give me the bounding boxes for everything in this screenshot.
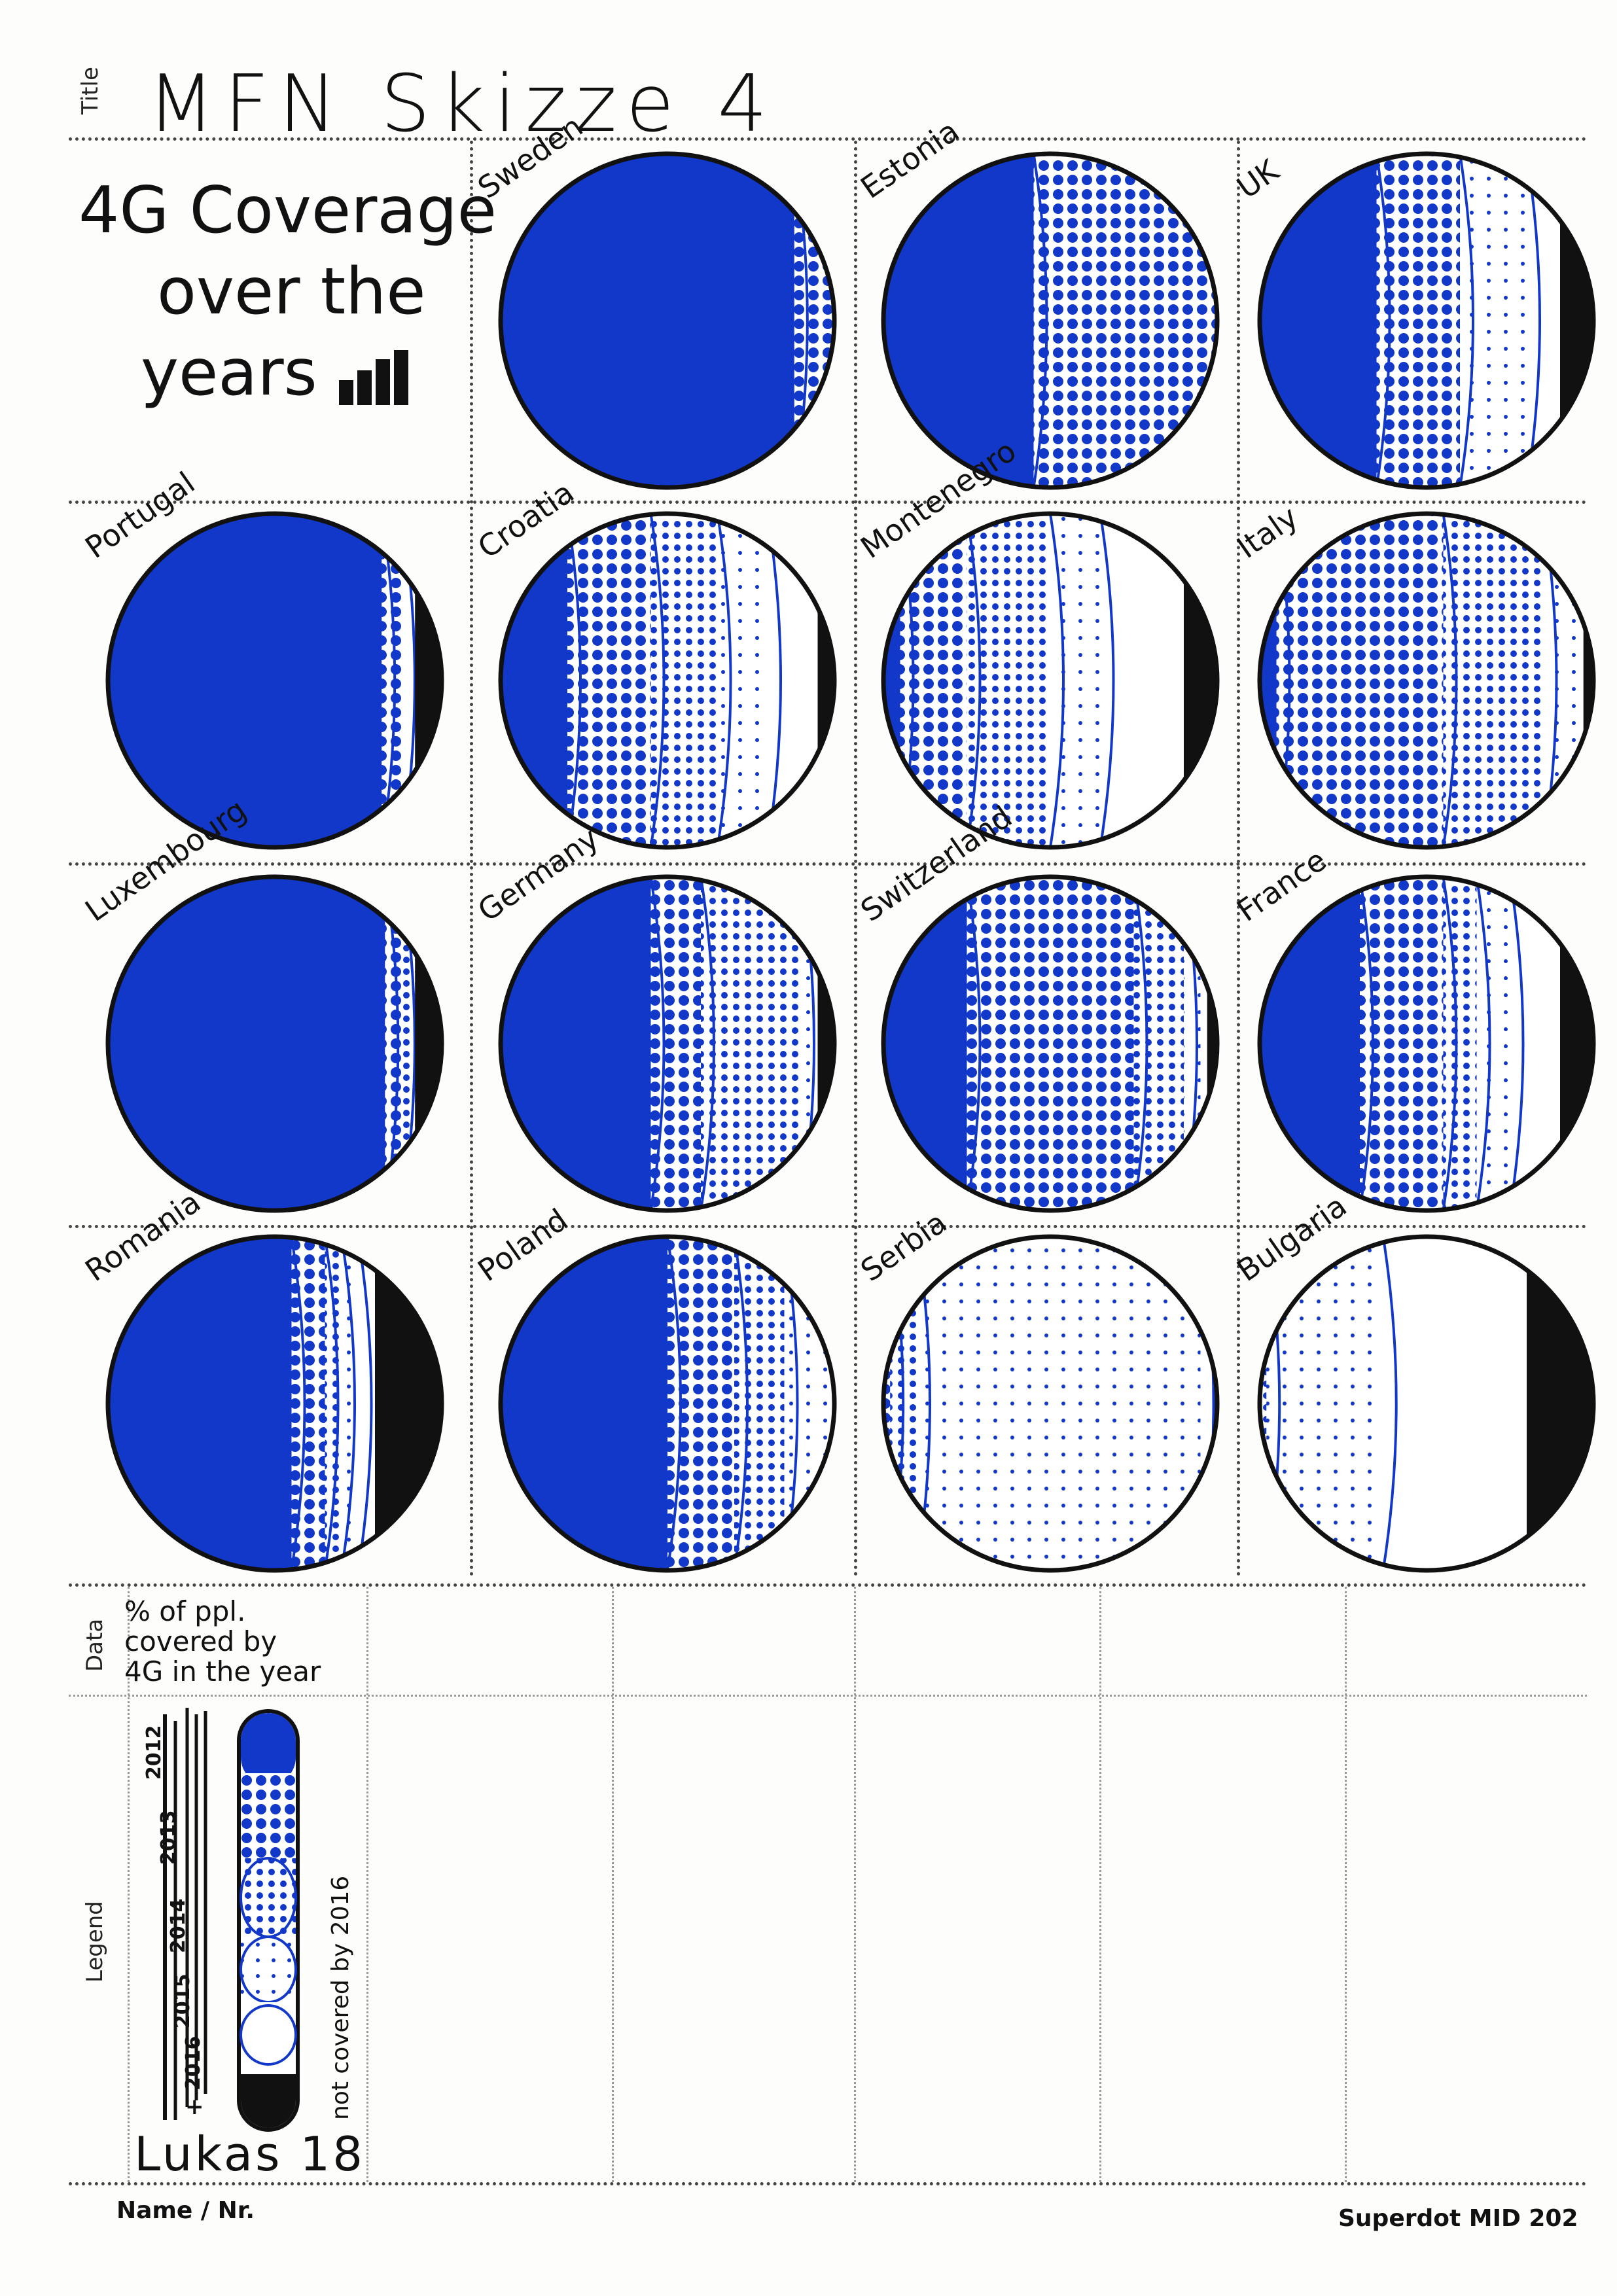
country-globe-luxembourg: Luxembourg [79,792,444,1213]
form-grid-line [366,1587,368,2182]
data-description: % of ppl. covered by 4G in the year [124,1597,321,1687]
country-label: Italy [1230,499,1304,565]
country-globe-bulgaria: Bulgaria [1230,1188,1596,1573]
data-line-2: covered by [124,1625,277,1657]
legend-field-label: Legend [82,1901,108,1983]
sheet-title: MFN Skizze 4 [147,59,777,150]
form-grid-line [612,1587,614,2182]
legend-year-2014: 2014 [167,1898,190,1954]
data-line-3: 4G in the year [124,1655,321,1687]
country-globe-france: France [1230,842,1596,1213]
country-globe-poland: Poland [471,1202,837,1573]
signature: Lukas 18 [134,2127,366,2181]
country-globe-uk: UK [1230,151,1596,490]
legend-year-2012: 2012 [143,1725,166,1780]
form-grid-line [1345,1587,1347,2182]
grid-divider [854,141,857,1577]
grid-divider [69,1583,1587,1587]
country-globe-montenegro: Montenegro [854,433,1220,850]
legend-year-2016: 2016 [182,2036,205,2091]
form-grid-line [1099,1587,1101,2182]
country-label: Serbia [854,1205,953,1288]
legend-scale [163,1708,300,2132]
header-divider [69,137,1587,141]
data-field-label: Data [82,1618,108,1672]
coverage-globes: Sweden Estonia UK Portugal Croatia Montenegro… [79,109,1596,1573]
form-grid-line [69,1695,1587,1697]
form-grid-line [128,1587,130,2182]
country-globe-italy: Italy [1230,499,1596,850]
grid-divider [69,501,1587,504]
country-globe-portugal: Portugal [79,465,444,850]
country-globe-serbia: Serbia [854,1205,1220,1573]
data-line-1: % of ppl. [124,1595,246,1627]
form-bottom-line [69,2182,1587,2185]
country-globe-romania: Romania [79,1184,444,1573]
legend-capsule [237,1709,300,2132]
name-field-label: Name / Nr. [116,2197,255,2224]
country-globe-switzerland: Switzerland [854,799,1220,1213]
legend-year-2015: 2015 [171,1973,194,2029]
legend-year-2013: 2013 [157,1810,180,1865]
brand-label: Superdot MID 202 [1338,2205,1578,2232]
headline: 4G Coverage over the years [79,170,497,414]
headline-line-3: years [79,332,497,414]
grid-divider [69,862,1587,866]
legend-not-covered: not covered by 2016 [327,1875,354,2120]
bar-chart-icon [338,350,408,406]
form-grid-line [854,1587,856,2182]
country-label: UK [1230,152,1286,205]
country-globe-estonia: Estonia [854,113,1220,490]
headline-line-2: over the [157,255,426,329]
country-globe-croatia: Croatia [471,474,837,850]
country-globe-germany: Germany [471,821,837,1213]
headline-line-1: 4G Coverage [79,173,497,248]
grid-divider [69,1225,1587,1228]
headline-line-3-text: years [141,336,317,410]
grid-divider [1237,141,1240,1577]
country-globe-sweden: Sweden [471,109,837,490]
grid-divider [470,141,473,1577]
legend-plus: + [185,2094,204,2120]
